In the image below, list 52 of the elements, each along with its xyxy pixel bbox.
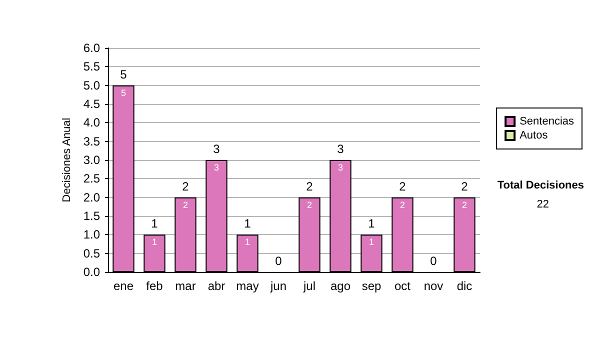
data-label: 3 (214, 162, 220, 172)
total-label: 3 (337, 142, 344, 156)
y-tick-label: 1.5 (83, 209, 100, 223)
total-label: 1 (244, 216, 252, 231)
data-label: 2 (400, 200, 406, 210)
y-tick-label: 0.0 (83, 265, 100, 279)
y-tick-label: 4.5 (83, 97, 100, 111)
data-label: 1 (368, 237, 374, 248)
data-label: 2 (462, 200, 468, 210)
total-label: 0 (275, 254, 282, 268)
data-label: 2 (182, 200, 188, 210)
y-tick-label: 2.5 (83, 172, 100, 186)
legend-label: Autos (520, 130, 548, 142)
x-tick-label: feb (146, 279, 164, 293)
x-tick-label: ene (113, 279, 134, 293)
x-tick-label: may (236, 279, 259, 293)
x-tick-label: jul (302, 279, 316, 293)
y-tick-label: 5.0 (83, 78, 100, 92)
x-tick-label: abr (208, 279, 226, 293)
total-label: 1 (151, 216, 158, 231)
total-label: 0 (430, 254, 438, 268)
y-axis-title: Decisiones Anual (60, 118, 73, 202)
total-label: 3 (213, 142, 220, 156)
total-label: 2 (306, 179, 314, 194)
y-tick-label: 4.0 (83, 116, 100, 130)
x-tick-label: ago (330, 279, 351, 293)
legend-label: Sentencias (520, 116, 574, 128)
y-tick-label: 1.0 (83, 228, 100, 242)
x-tick-label: mar (175, 279, 196, 293)
text: Total Decisiones (497, 180, 584, 192)
data-label: 2 (306, 200, 312, 210)
x-tick-label: sep (362, 279, 382, 293)
data-label: 5 (120, 88, 126, 98)
x-tick-label: dic (456, 279, 472, 293)
x-tick-label: jun (269, 279, 287, 293)
y-tick-label: 6.0 (83, 41, 100, 55)
x-tick-label: nov (424, 279, 444, 293)
text: 22 (536, 198, 550, 210)
y-tick-label: 5.5 (83, 60, 100, 74)
y-tick-label: 2.0 (83, 190, 100, 204)
y-tick-label: 0.5 (83, 246, 100, 260)
total-label: 1 (368, 216, 376, 231)
y-tick-label: 3.0 (83, 153, 100, 167)
x-tick-label: oct (394, 279, 412, 293)
data-label: 1 (152, 237, 158, 248)
total-label: 2 (399, 179, 406, 194)
data-label: 1 (244, 237, 250, 248)
total-label: 2 (182, 179, 190, 194)
total-label: 2 (461, 179, 468, 194)
data-label: 3 (338, 162, 344, 172)
total-label: 5 (120, 67, 128, 82)
y-tick-label: 3.5 (83, 134, 100, 148)
